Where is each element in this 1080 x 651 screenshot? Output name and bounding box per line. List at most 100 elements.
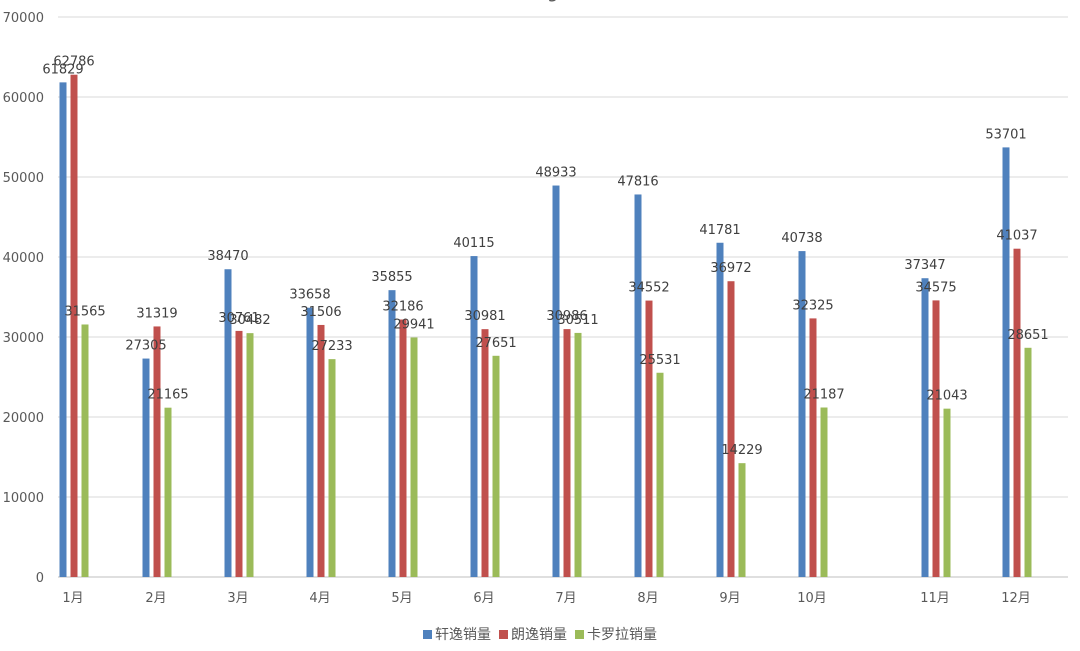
data-label: 21187 [803,388,844,403]
data-label: 35855 [371,270,412,285]
data-label: 31565 [64,304,105,319]
data-label: 27305 [125,339,166,354]
bar [153,326,161,577]
data-label: 27651 [475,336,516,351]
bar [81,324,89,577]
data-label: 27233 [311,339,352,354]
bar [481,329,489,577]
bar [932,300,940,577]
x-tick-label: 12月 [1001,591,1031,606]
data-label: 31319 [136,306,177,321]
data-label: 47816 [617,174,658,189]
x-tick-label: 5月 [391,591,412,606]
legend-item: 轩逸销量 [423,624,491,644]
y-tick-label: 40000 [3,251,44,266]
data-label: 21043 [926,389,967,404]
x-tick-label: 9月 [719,591,740,606]
y-tick-label: 20000 [3,411,44,426]
data-label: 41781 [699,223,740,238]
gridlines [58,16,1068,578]
bar [388,290,396,577]
x-tick-label: 7月 [555,591,576,606]
data-label: 14229 [721,443,762,458]
bar [716,242,724,577]
data-label: 32325 [792,298,833,313]
y-tick-label: 70000 [3,11,44,26]
data-label: 62786 [53,55,94,70]
x-tick-label: 1月 [62,591,83,606]
bar [470,256,478,577]
bar [809,318,817,577]
data-label: 61829 [42,62,83,77]
bar [656,372,664,577]
bar-chart: 0 10000 20000 30000 40000 50000 60000 70000 618… [3,0,1068,606]
legend: 轩逸销量 朗逸销量 卡罗拉销量 [0,624,1080,644]
bar [921,278,929,577]
legend-item: 朗逸销量 [499,624,567,644]
data-label: 37347 [904,258,945,273]
bar [328,359,336,577]
bar [563,329,571,577]
bar [634,194,642,578]
title-fragment: g [547,0,558,3]
data-label: 28651 [1007,328,1048,343]
bar [943,408,951,577]
bar [820,407,828,577]
bar [1013,248,1021,578]
data-label: 34552 [628,281,669,296]
y-axis-ticks: 0 10000 20000 30000 40000 50000 60000 70000 [3,11,44,586]
data-label: 32186 [382,300,423,315]
data-label: 25531 [639,353,680,368]
bar [306,307,314,577]
data-label: 41037 [996,229,1037,244]
data-label: 30981 [464,309,505,324]
x-tick-label: 6月 [473,591,494,606]
y-tick-label: 50000 [3,171,44,186]
bar [59,82,67,578]
bar [164,407,172,577]
bar [317,324,325,577]
data-label: 40738 [781,231,822,246]
bar [738,463,746,577]
bar [142,358,150,577]
x-axis-ticks: 1月 2月 3月 4月 5月 6月 7月 8月 9月 10月 11月 12月 [62,591,1030,606]
bar [224,269,232,577]
x-tick-label: 11月 [920,591,950,606]
y-tick-label: 60000 [3,91,44,106]
data-label: 30482 [229,313,270,328]
y-tick-label: 30000 [3,331,44,346]
x-tick-label: 8月 [637,591,658,606]
bar [492,355,500,577]
data-label: 34575 [915,280,956,295]
data-label: 40115 [453,236,494,251]
bar [798,251,806,577]
data-label: 38470 [207,249,248,264]
x-tick-label: 3月 [227,591,248,606]
data-label: 21165 [147,388,188,403]
legend-swatch [575,630,584,639]
legend-label: 朗逸销量 [511,627,567,643]
data-label: 53701 [985,127,1026,142]
y-tick-label: 10000 [3,491,44,506]
chart-title-fragment: g [547,0,558,3]
data-label: 29941 [393,317,434,332]
data-label: 31506 [300,305,341,320]
data-label: 36972 [710,261,751,276]
bar [552,185,560,577]
x-tick-label: 2月 [145,591,166,606]
legend-label: 轩逸销量 [435,627,491,643]
bar [1002,147,1010,577]
x-tick-label: 4月 [309,591,330,606]
bar [574,332,582,577]
bar [727,281,735,577]
data-label: 33658 [289,288,330,303]
data-label: 30511 [557,313,598,328]
x-tick-label: 10月 [797,591,827,606]
bar [399,319,407,577]
bar [246,333,254,577]
bar [410,337,418,577]
legend-item: 卡罗拉销量 [575,624,657,644]
bar [1024,347,1032,577]
y-tick-label: 0 [36,571,44,586]
